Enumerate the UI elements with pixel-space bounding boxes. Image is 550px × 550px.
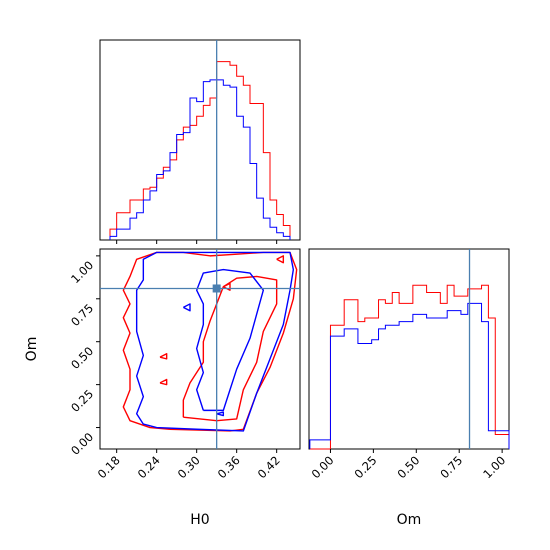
om-marginal-frame [308, 248, 510, 450]
om-tick-label-2: 0.50 [68, 344, 96, 372]
om-histogram-series [309, 284, 510, 450]
om-marginal-axis-label: Om [397, 512, 422, 528]
om-marginal-tick-label-1: 0.25 [351, 453, 379, 481]
om-marginal-tick-label-3: 0.75 [437, 453, 465, 481]
h0-tick-label-3: 0.36 [215, 453, 243, 481]
om-marginal-panel: 0.00 0.25 0.50 0.75 1.00 Om [308, 248, 510, 528]
om-tick-label-1: 0.25 [68, 387, 96, 415]
truth-marker [212, 284, 221, 293]
contour-1-0 [135, 251, 295, 432]
contour-0-4 [223, 282, 231, 291]
om-tick-label-3: 0.75 [68, 301, 96, 329]
contour-panel: 0.18 0.24 0.30 0.36 0.42 0.00 0.25 0.50 0.75 1.0… [24, 248, 301, 528]
h0-marginal-ticks [116, 240, 278, 244]
h0-histogram-series [109, 61, 291, 240]
om-axis-label: Om [24, 337, 40, 362]
om-marginal-tick-label-2: 0.50 [394, 453, 422, 481]
om-histogram-series-1 [309, 302, 510, 449]
om-marginal-tick-label-4: 1.00 [480, 453, 508, 481]
h0-histogram-series-1 [109, 79, 291, 240]
om-marginal-tick-label-0: 0.00 [309, 453, 337, 481]
om-tick-label-4: 1.00 [68, 258, 96, 286]
contour-0-2 [159, 353, 168, 360]
h0-axis-label: H0 [190, 512, 209, 528]
contour-0-3 [159, 378, 168, 386]
om-histogram-series-0 [309, 284, 510, 450]
h0-axis-ticks: 0.18 0.24 0.30 0.36 0.42 [95, 449, 283, 481]
contour-0-5 [276, 255, 285, 264]
h0-marginal-panel [99, 39, 301, 244]
h0-tick-label-4: 0.42 [255, 453, 283, 481]
h0-tick-label-1: 0.24 [135, 453, 163, 481]
contour-1-2 [183, 303, 191, 312]
contour-1-1 [195, 268, 265, 412]
contour-frame [99, 248, 301, 450]
h0-marginal-frame [99, 39, 301, 241]
om-axis-ticks: 0.00 0.25 0.50 0.75 1.00 [68, 255, 100, 458]
om-axis-ticks-marginal: 0.00 0.25 0.50 0.75 1.00 [309, 449, 508, 481]
contour-1-3 [216, 411, 225, 417]
h0-tick-label-2: 0.30 [175, 453, 203, 481]
om-tick-label-0: 0.00 [68, 430, 96, 458]
contour-lines [122, 251, 298, 432]
h0-tick-label-0: 0.18 [95, 453, 123, 481]
h0-histogram-series-0 [109, 61, 291, 240]
